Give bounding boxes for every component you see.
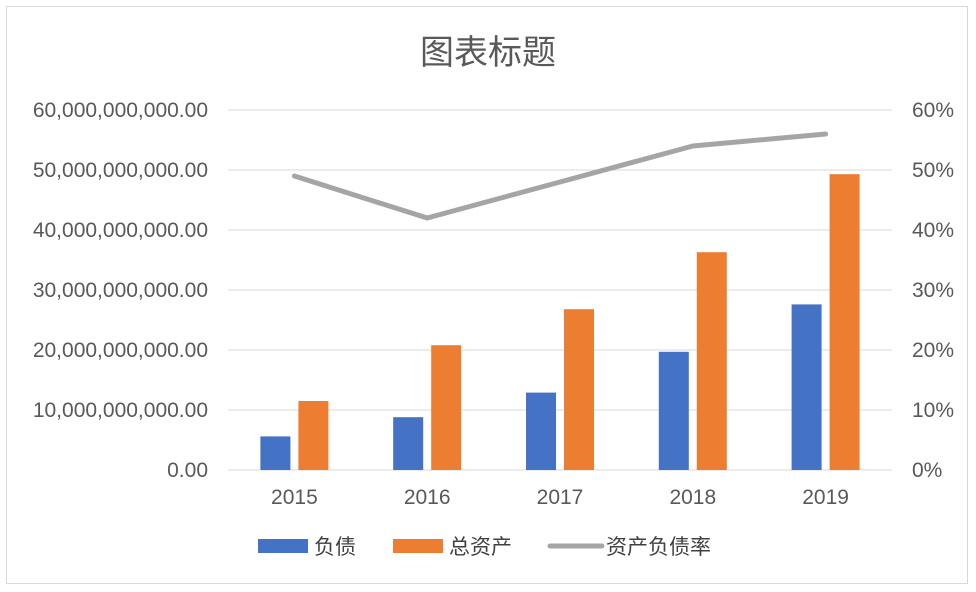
x-axis-ticks: 2015 2016 2017 2018 2019 [271, 486, 849, 509]
y-right-tick-label: 10% [912, 399, 954, 422]
line-debt-ratio [291, 131, 829, 221]
y-right-tick-label: 50% [912, 159, 954, 182]
y-left-tick-label: 40,000,000,000.00 [33, 219, 208, 242]
y-left-tick-label: 50,000,000,000.00 [33, 159, 208, 182]
y-right-tick-label: 20% [912, 339, 954, 362]
bar-liability-2015 [260, 436, 291, 470]
chart-title: 图表标题 [420, 33, 556, 73]
y-right-tick-label: 40% [912, 219, 954, 242]
legend-swatch [393, 539, 443, 553]
x-tick-label: 2015 [271, 486, 318, 509]
y-left-tick-label: 60,000,000,000.00 [33, 99, 208, 122]
legend-label: 负债 [314, 535, 356, 559]
bar-liability-2018 [658, 351, 689, 470]
right-axis-ticks: 0% 10% 20% 30% 40% 50% 60% [912, 99, 954, 482]
bar-total-assets-2016 [431, 345, 462, 470]
y-left-tick-label: 20,000,000,000.00 [33, 339, 208, 362]
x-tick-label: 2017 [537, 486, 584, 509]
bar-total-assets-2019 [829, 174, 860, 470]
y-left-tick-label: 30,000,000,000.00 [33, 279, 208, 302]
x-tick-label: 2018 [669, 486, 716, 509]
y-right-tick-label: 0% [912, 459, 942, 482]
legend-label: 总资产 [449, 535, 512, 559]
left-axis-ticks: 0.00 10,000,000,000.00 20,000,000,000.00 30… [33, 99, 208, 482]
bar-liability-2019 [791, 304, 822, 470]
legend: 负债 总资产 资产负债率 [258, 535, 711, 559]
gridlines [228, 109, 892, 471]
y-right-tick-label: 60% [912, 99, 954, 122]
bar-total-assets-2018 [696, 252, 727, 470]
y-left-tick-label: 10,000,000,000.00 [33, 399, 208, 422]
line-series [291, 131, 829, 221]
y-left-tick-label: 0.00 [167, 459, 208, 482]
bar-total-assets-2017 [564, 309, 594, 470]
bar-liability-2016 [393, 417, 424, 470]
legend-label: 资产负债率 [606, 535, 711, 559]
y-right-tick-label: 30% [912, 279, 954, 302]
legend-swatch [258, 539, 308, 553]
bar-total-assets-2015 [298, 401, 329, 470]
bar-liability-2017 [526, 392, 556, 470]
chart-area [6, 6, 968, 584]
x-tick-label: 2016 [404, 486, 451, 509]
x-tick-label: 2019 [802, 486, 849, 509]
bars [260, 174, 860, 470]
